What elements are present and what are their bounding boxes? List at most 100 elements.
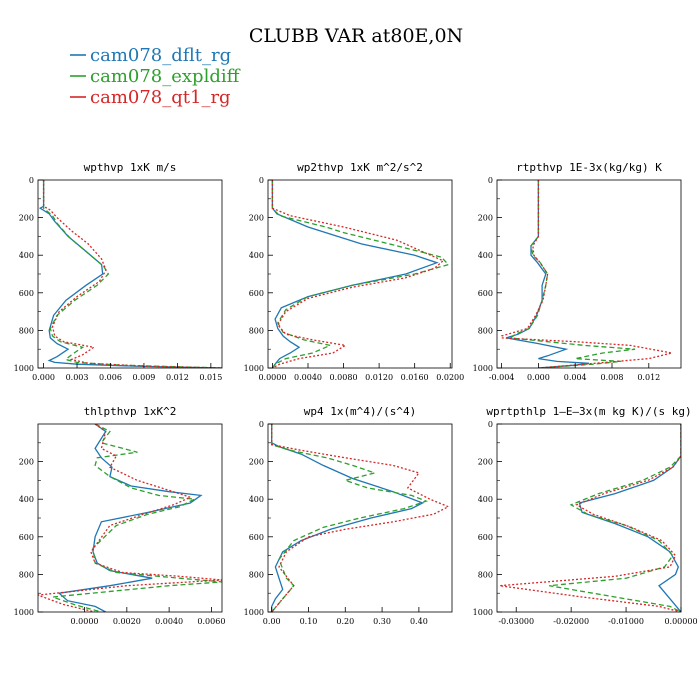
x-tick-label: 0.40 — [410, 617, 428, 626]
y-tick-label: 800 — [19, 570, 34, 579]
legend-label: cam078_dflt_rg — [90, 45, 231, 66]
y-tick-label: 400 — [249, 251, 264, 260]
y-tick-label: 400 — [19, 251, 34, 260]
x-tick-label: 0.20 — [336, 617, 354, 626]
series-line-cam078_dflt_rg — [271, 180, 439, 368]
y-tick-label: 200 — [478, 458, 493, 467]
series-line-cam078_dflt_rg — [57, 424, 203, 612]
series-line-cam078_expldiff — [52, 424, 222, 612]
series-line-cam078_expldiff — [42, 180, 222, 368]
x-tick-label: -0.004 — [489, 373, 515, 382]
y-tick-label: 0 — [488, 176, 493, 185]
y-tick-label: 1000 — [14, 364, 34, 373]
panel-title: wp2thvp 1xK m^2/s^2 — [297, 161, 423, 174]
panel-title: wprtpthlp 1–E–3x(m kg K)/(s kg) — [486, 405, 691, 418]
x-tick-label: -0.02000 — [553, 617, 589, 626]
legend-entry-dflt: cam078_dflt_rg — [70, 45, 231, 66]
series-line-cam078_expldiff — [271, 180, 450, 368]
x-tick-label: 0.00 — [263, 617, 281, 626]
y-tick-label: 600 — [19, 289, 34, 298]
panel-title: wp4 1x(m^4)/(s^4) — [304, 405, 417, 418]
x-tick-label: 0.0040 — [155, 617, 183, 626]
y-tick-label: 0 — [259, 176, 264, 185]
series-line-cam078_expldiff — [509, 180, 636, 368]
panel-2: wp2thvp 1xK m^2/s^2 0 200 400 600 800 1000 0.00… — [244, 161, 465, 382]
x-tick-label: 0.0080 — [330, 373, 358, 382]
x-tick-label: 0.30 — [373, 617, 391, 626]
panel-title: thlpthvp 1xK^2 — [84, 405, 177, 418]
x-tick-label: 0.006 — [99, 373, 122, 382]
x-tick-label: 0.0200 — [436, 373, 464, 382]
y-tick-label: 200 — [249, 214, 264, 223]
figure-title: CLUBB VAR at80E,0N — [249, 25, 463, 47]
x-tick-label: 0.0160 — [401, 373, 429, 382]
series-line-cam078_qt1_rg — [271, 180, 445, 368]
panel-3: rtpthvp 1E-3x(kg/kg) K 0 200 400 600 800 1000-… — [473, 161, 682, 382]
x-tick-label: 0.000 — [32, 373, 55, 382]
y-tick-label: 800 — [249, 570, 264, 579]
y-tick-label: 1000 — [244, 364, 264, 373]
panel-6: wprtpthlp 1–E–3x(m kg K)/(s kg) 0 200 400 60… — [473, 405, 698, 626]
panel-title: rtpthvp 1E-3x(kg/kg) K — [516, 161, 662, 174]
y-tick-label: 400 — [478, 251, 493, 260]
series-line-cam078_qt1_rg — [271, 424, 450, 612]
y-tick-label: 0 — [29, 176, 34, 185]
x-tick-label: 0.008 — [601, 373, 624, 382]
panel-title: wpthvp 1xK m/s — [84, 161, 177, 174]
series-line-cam078_qt1_rg — [38, 424, 222, 612]
legend-entry-expldiff: cam078_expldiff — [70, 66, 241, 87]
series-line-cam078_qt1_rg — [42, 180, 222, 368]
panel-4: thlpthvp 1xK^2 200 400 600 800 1000 0.0000 0.00… — [14, 405, 226, 626]
y-tick-label: 0 — [259, 420, 264, 429]
x-tick-label: 0.012 — [166, 373, 189, 382]
y-tick-label: 800 — [478, 570, 493, 579]
x-tick-label: 0.0020 — [113, 617, 141, 626]
y-tick-label: 600 — [478, 289, 493, 298]
series-line-cam078_dflt_rg — [271, 424, 425, 612]
x-tick-label: 0.009 — [132, 373, 155, 382]
y-tick-label: 800 — [478, 326, 493, 335]
x-tick-label: 0.0040 — [294, 373, 322, 382]
y-tick-label: 0 — [488, 420, 493, 429]
plot-frame — [37, 423, 223, 613]
x-tick-label: 0.004 — [564, 373, 587, 382]
series-line-cam078_qt1_rg — [499, 424, 681, 612]
series-line-cam078_expldiff — [271, 424, 429, 612]
y-tick-label: 1000 — [14, 608, 34, 617]
y-tick-label: 400 — [249, 495, 264, 504]
x-tick-label: 0.012 — [637, 373, 660, 382]
x-tick-label: -0.03000 — [498, 617, 534, 626]
x-tick-label: 0.00000 — [664, 617, 697, 626]
legend-label: cam078_expldiff — [90, 66, 241, 87]
series-line-cam078_dflt_rg — [578, 424, 681, 612]
y-tick-label: 200 — [19, 214, 34, 223]
x-tick-label: 0.0000 — [71, 617, 99, 626]
y-tick-label: 200 — [19, 458, 34, 467]
y-tick-label: 800 — [249, 326, 264, 335]
series-line-cam078_expldiff — [549, 424, 681, 612]
x-tick-label: 0.015 — [199, 373, 222, 382]
plot-frame — [37, 179, 223, 369]
y-tick-label: 400 — [478, 495, 493, 504]
y-tick-label: 600 — [249, 289, 264, 298]
y-tick-label: 600 — [19, 533, 34, 542]
y-tick-label: 200 — [249, 458, 264, 467]
legend-label: cam078_qt1_rg — [90, 87, 231, 108]
x-tick-label: 0.0120 — [365, 373, 393, 382]
x-tick-label: 0.10 — [300, 617, 318, 626]
legend-entry-qt1: cam078_qt1_rg — [70, 87, 231, 108]
x-tick-label: 0.003 — [66, 373, 89, 382]
plot-frame — [267, 179, 453, 369]
y-tick-label: 800 — [19, 326, 34, 335]
y-tick-label: 1000 — [473, 364, 493, 373]
x-tick-label: -0.01000 — [608, 617, 644, 626]
x-tick-label: 0.000 — [527, 373, 550, 382]
y-tick-label: 1000 — [473, 608, 493, 617]
y-tick-label: 600 — [478, 533, 493, 542]
series-line-cam078_dflt_rg — [38, 180, 222, 368]
series-line-cam078_qt1_rg — [500, 180, 672, 368]
